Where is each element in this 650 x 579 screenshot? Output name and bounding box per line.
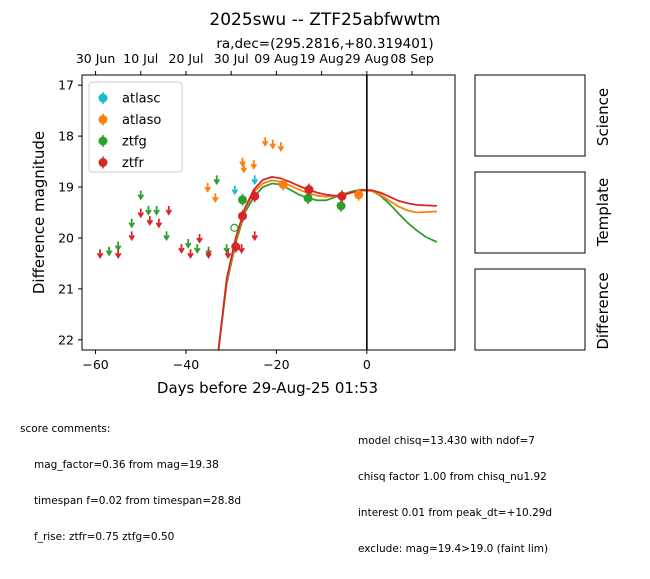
legend-marker <box>98 136 108 146</box>
legend-box <box>88 81 183 173</box>
top-date-label: 30 Jul <box>214 51 249 66</box>
detection-marker <box>238 211 248 221</box>
legend-label: atlaso <box>122 113 161 128</box>
candidate-report: 2025swu -- ZTF25abfwwtm ra,dec=(295.2816… <box>20 10 612 555</box>
upper-limit-marker <box>238 244 245 254</box>
plot-frame <box>81 74 456 351</box>
upper-limit-marker <box>239 157 246 168</box>
upper-limit-marker <box>128 231 135 242</box>
upper-limit-marker <box>137 208 145 219</box>
legend-marker <box>98 158 108 167</box>
legend-label: ztfg <box>122 135 147 150</box>
legend-marker <box>98 93 108 103</box>
template-panel <box>474 171 586 254</box>
x-tick-label: −60 <box>82 357 108 372</box>
x-tick-label: −20 <box>263 357 289 372</box>
upper-limit-marker <box>153 205 160 216</box>
model-comment-line: model chisq=13.430 with ndof=7 <box>358 435 535 447</box>
y-tick-label: 22 <box>58 332 74 347</box>
model-curve <box>217 175 437 350</box>
detection-marker <box>354 190 364 200</box>
upper-limit-marker <box>184 239 192 249</box>
upper-limit-marker <box>251 231 258 242</box>
legend-label: atlasc <box>122 92 161 107</box>
upper-limit-marker <box>261 137 269 147</box>
upper-limit-marker <box>187 249 194 259</box>
top-date-label: 09 Aug <box>254 51 298 66</box>
upper-limit-marker <box>178 244 185 254</box>
template-label: Template <box>594 178 612 247</box>
detection-marker <box>337 191 347 201</box>
score-comment-line: mag_factor=0.36 from mag=19.38 <box>34 459 219 471</box>
upper-limit-marker <box>105 246 113 257</box>
top-date-label: 29 Aug <box>345 51 389 66</box>
upper-limit-marker <box>250 160 258 170</box>
model-comments: model chisq=13.430 with ndof=7 chisq fac… <box>358 411 552 579</box>
score-comment-line: timespan f=0.02 from timespan=28.8d <box>34 495 242 507</box>
figure-subtitle: ra,dec=(295.2816,+80.319401) <box>216 36 433 52</box>
x-tick-label: 0 <box>363 357 371 372</box>
upper-limit-marker <box>114 249 122 259</box>
top-date-label: 10 Jul <box>123 51 158 66</box>
x-axis-label: Days before 29-Aug-25 01:53 <box>157 379 378 397</box>
detection-marker <box>303 193 313 203</box>
y-tick-label: 18 <box>58 129 74 144</box>
upper-limit-marker <box>196 233 203 244</box>
model-comment-line: exclude: mag=19.4>19.0 (faint lim) <box>358 543 549 555</box>
detection-marker <box>250 191 260 201</box>
top-date-label: 30 Jun <box>76 51 115 66</box>
upper-limit-marker <box>212 193 219 203</box>
upper-limit-marker <box>96 249 104 259</box>
marginal-detection-marker <box>230 223 239 232</box>
upper-limit-marker <box>204 183 211 193</box>
upper-limit-marker <box>269 139 277 150</box>
detection-marker <box>278 179 288 189</box>
upper-limit-marker <box>137 190 145 201</box>
lightcurve-figure: 2025swu -- ZTF25abfwwtm ra,dec=(295.2816… <box>30 10 612 397</box>
upper-limit-marker <box>277 142 285 152</box>
upper-limit-marker <box>240 163 248 174</box>
plot-inner <box>96 75 438 350</box>
upper-limit-marker <box>145 205 152 216</box>
upper-limit-marker <box>224 249 232 259</box>
detection-marker <box>238 195 248 205</box>
difference-label: Difference <box>594 272 612 349</box>
upper-limit-marker <box>163 231 170 242</box>
figure-title: 2025swu -- ZTF25abfwwtm <box>209 10 440 30</box>
detection-marker <box>336 201 346 211</box>
top-date-label: 20 Jul <box>169 51 204 66</box>
science-label: Science <box>594 88 612 146</box>
science-panel <box>474 74 586 157</box>
model-comment-line: interest 0.01 from peak_dt=+10.29d <box>358 507 553 519</box>
upper-limit-marker <box>231 185 239 196</box>
upper-limit-marker <box>114 241 122 252</box>
top-date-label: 08 Sep <box>390 51 434 66</box>
legend-marker <box>98 115 108 124</box>
top-date-label: 19 Aug <box>299 51 343 66</box>
legend-label: ztfr <box>122 156 144 171</box>
y-tick-label: 20 <box>58 230 74 245</box>
upper-limit-marker <box>146 216 154 226</box>
detection-marker <box>231 242 241 252</box>
difference-panel <box>474 268 586 351</box>
y-axis-label: Difference magnitude <box>30 131 48 294</box>
model-curve <box>217 179 437 350</box>
upper-limit-marker <box>251 175 258 186</box>
plot-area: −60 −40 −20 0 17 18 19 20 21 22 30 Jun 10 Jul 20 Jul… <box>30 51 456 397</box>
model-comment-line: chisq factor 1.00 from chisq_nu1.92 <box>358 471 547 483</box>
upper-limit-marker <box>205 249 212 259</box>
score-comment-line: f_rise: ztfr=0.75 ztfg=0.50 <box>34 531 175 543</box>
upper-limit-marker <box>165 205 173 216</box>
detection-marker <box>304 185 314 195</box>
score-comments-heading: score comments: <box>20 423 111 435</box>
y-tick-label: 17 <box>58 78 74 93</box>
x-tick-label: −40 <box>173 357 199 372</box>
upper-limit-marker <box>155 218 163 229</box>
upper-limit-marker <box>128 218 135 229</box>
score-comments: score comments: mag_factor=0.36 from mag… <box>20 399 241 567</box>
y-tick-label: 19 <box>58 180 74 195</box>
y-tick-label: 21 <box>58 281 74 296</box>
upper-limit-marker <box>213 175 220 186</box>
upper-limit-marker <box>194 244 201 254</box>
